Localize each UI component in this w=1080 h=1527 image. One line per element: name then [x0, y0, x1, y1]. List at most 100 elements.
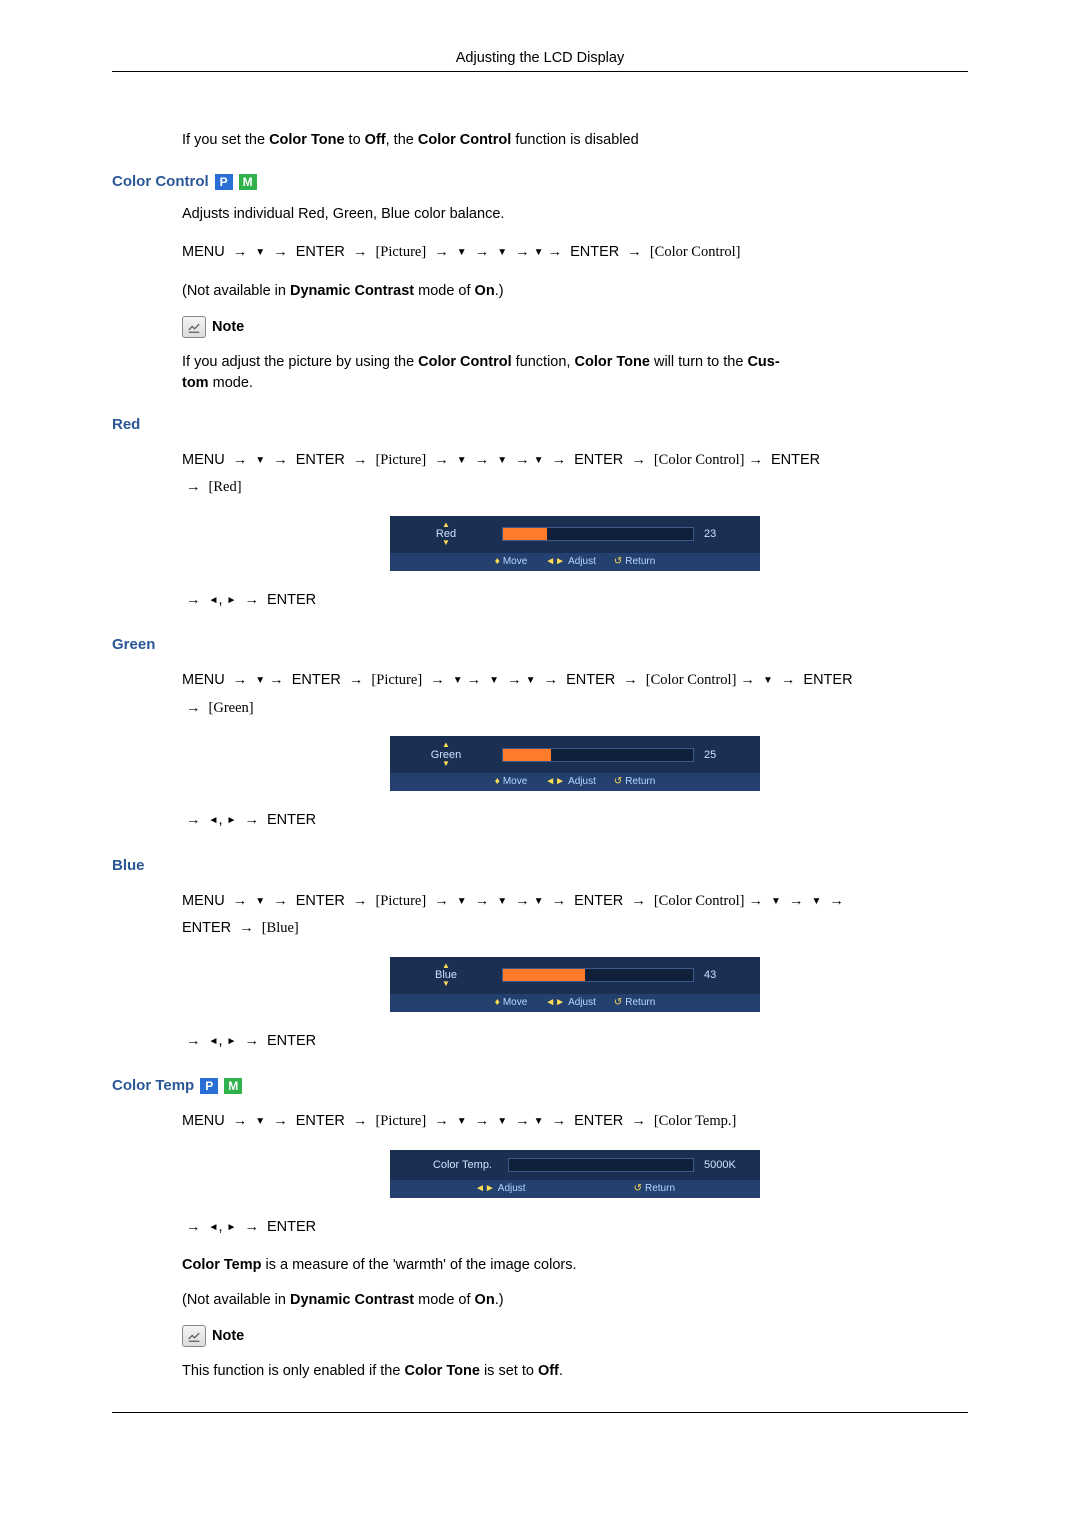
arrow-icon: → [781, 672, 796, 688]
text: On [475, 283, 495, 299]
right-icon: ► [227, 1218, 237, 1237]
right-icon: ► [227, 811, 237, 830]
osd-foot-return: ↺Return [614, 997, 655, 1008]
text: mode of [414, 1292, 474, 1308]
down-icon: ▼ [457, 1112, 467, 1131]
text: ENTER [803, 672, 852, 688]
note-icon [182, 316, 206, 338]
arrow-icon: → [273, 1113, 288, 1129]
text: Color Control [418, 132, 511, 148]
down-icon: ▼ [453, 671, 463, 690]
text: MENU [182, 452, 225, 468]
osd-foot-adjust: ◄►Adjust [475, 1183, 526, 1194]
osd-label: Color Temp. [400, 1159, 498, 1171]
arrow-icon: → [244, 592, 259, 608]
text: ENTER [570, 244, 619, 260]
down-icon: ▼ [457, 243, 467, 262]
arrow-icon: → [244, 1033, 259, 1049]
text: [Picture] [375, 244, 426, 260]
arrow-icon: → [475, 244, 490, 260]
down-icon: ▼ [534, 892, 544, 911]
osd-bar [502, 527, 694, 541]
osd-blue: ▲ Blue ▼ 43 ♦Move ◄►Adjust ↺Return [390, 957, 760, 1012]
text: Move [503, 997, 527, 1008]
arrow-icon: → [434, 244, 449, 260]
arrow-icon: → [434, 452, 449, 468]
arrow-icon: → [829, 893, 844, 909]
arrow-icon: → [353, 244, 368, 260]
text: MENU [182, 672, 225, 688]
arrow-icon: → [515, 893, 530, 909]
text: .) [495, 1292, 504, 1308]
arrow-icon: → [748, 893, 763, 909]
nav-sequence-green: MENU → ▼→ ENTER → [Picture] → ▼→ ▼ →▼ → … [182, 667, 968, 722]
text: will turn to the [650, 354, 748, 370]
nav-final-green: → ◄, ► → ENTER [182, 807, 968, 835]
text: . [559, 1363, 563, 1379]
nav-sequence-temp: MENU → ▼ → ENTER → [Picture] → ▼ → ▼ →▼ … [182, 1108, 968, 1136]
down-icon: ▼ [526, 671, 536, 690]
arrow-icon: → [186, 700, 201, 716]
text: is a measure of the 'warmth' of the imag… [261, 1257, 576, 1273]
down-icon: ▼ [534, 1112, 544, 1131]
osd-foot-return: ↺Return [614, 776, 655, 787]
arrow-icon: → [186, 592, 201, 608]
down-icon: ▼ [255, 1112, 265, 1131]
text: .) [495, 283, 504, 299]
left-icon: ◄ [209, 811, 219, 830]
arrow-icon: → [244, 1219, 259, 1235]
left-icon: ◄ [209, 1218, 219, 1237]
arrow-icon: → [273, 893, 288, 909]
down-icon: ▼ [255, 451, 265, 470]
down-icon: ▼ [497, 451, 507, 470]
text: Dynamic Contrast [290, 283, 414, 299]
osd-value: 5000K [704, 1159, 750, 1171]
text: ENTER [566, 672, 615, 688]
note-icon [182, 1325, 206, 1347]
text: ENTER [771, 452, 820, 468]
text: [Color Control] [654, 893, 745, 909]
down-icon: ▼ [457, 892, 467, 911]
arrow-icon: → [544, 672, 559, 688]
text: MENU [182, 893, 225, 909]
osd-green: ▲ Green ▼ 25 ♦Move ◄►Adjust ↺Return [390, 736, 760, 791]
text: Adjust [568, 997, 596, 1008]
nav-final-blue: → ◄, ► → ENTER [182, 1028, 968, 1056]
arrow-icon: → [186, 1219, 201, 1235]
down-icon: ▼ [489, 671, 499, 690]
text: Color Tone [574, 354, 649, 370]
osd-bar [502, 748, 694, 762]
left-icon: ◄ [209, 1032, 219, 1051]
arrow-icon: → [548, 244, 563, 260]
text: ENTER [296, 1113, 345, 1129]
not-available-note: (Not available in Dynamic Contrast mode … [182, 281, 968, 302]
arrow-icon: → [515, 1113, 530, 1129]
text: mode of [414, 283, 474, 299]
arrow-icon: → [233, 452, 248, 468]
text: [Red] [209, 479, 242, 495]
text: [Green] [209, 700, 254, 716]
text: ENTER [182, 920, 231, 936]
osd-foot-adjust: ◄►Adjust [545, 997, 596, 1008]
arrow-icon: → [244, 812, 259, 828]
right-icon: ► [227, 591, 237, 610]
osd-foot-move: ♦Move [495, 556, 528, 567]
down-icon: ▼ [255, 892, 265, 911]
osd-label: ▲ Red ▼ [400, 522, 492, 547]
text: ENTER [574, 1113, 623, 1129]
osd-foot-move: ♦Move [495, 776, 528, 787]
text: Cus- [747, 354, 779, 370]
arrow-icon: → [631, 893, 646, 909]
down-icon: ▼ [497, 892, 507, 911]
arrow-icon: → [475, 893, 490, 909]
text: (Not available in [182, 1292, 290, 1308]
osd-foot-return: ↺Return [614, 556, 655, 567]
note-text: If you adjust the picture by using the C… [182, 352, 968, 394]
right-icon: ► [227, 1032, 237, 1051]
osd-foot-adjust: ◄►Adjust [545, 556, 596, 567]
p-badge-icon: P [200, 1078, 218, 1094]
section-red: Red [112, 416, 968, 433]
arrow-icon: → [353, 1113, 368, 1129]
page-header: Adjusting the LCD Display [112, 50, 968, 71]
osd-foot-move: ♦Move [495, 997, 528, 1008]
